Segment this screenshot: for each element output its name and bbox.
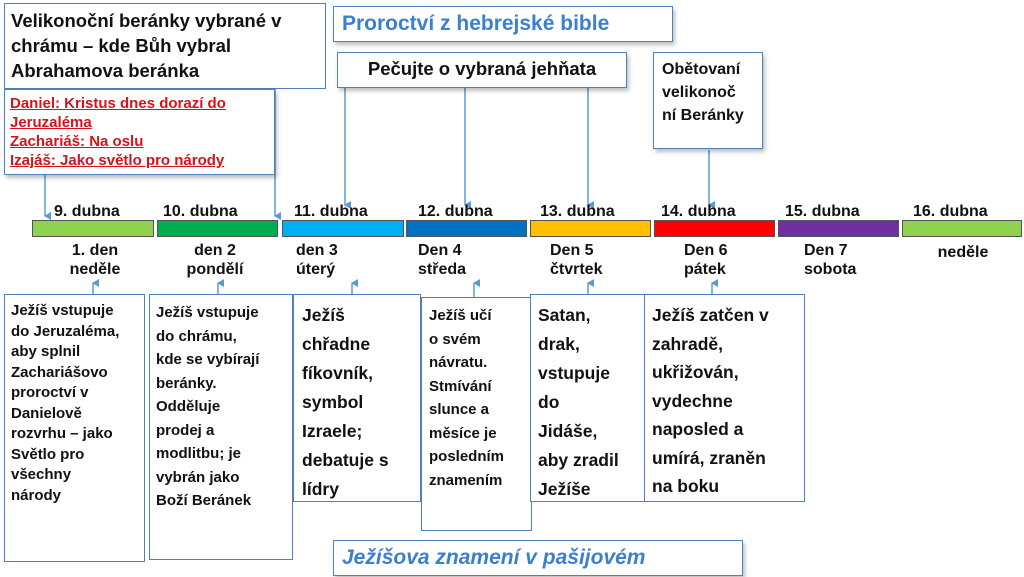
timeline-segment [282,220,404,237]
passover-lambs-box: Velikonoční beránky vybrané v chrámu – k… [4,3,326,89]
care-title-box: Pečujte o vybraná jehňata [337,52,627,88]
day-label: Den 7 sobota [804,242,857,278]
event-box-day4: Ježíš učí o svém návratu. Stmívání slunc… [421,297,532,531]
passover-lambs-line-3: Abrahamova beránka [11,60,200,81]
event-box-day2: Ježíš vstupuje do chrámu, kde se vybíraj… [149,294,293,560]
day-label: den 2 pondělí [186,242,244,278]
date-label: 11. dubna [294,203,368,220]
passover-lambs-line-2: chrámu – kde Bůh vybral [11,35,232,56]
timeline-segment [654,220,775,237]
day-label: den 3 úterý [296,242,338,278]
day-label: 1. den neděle [69,242,121,278]
passover-lambs-line-1: Velikonoční beránky vybrané v [11,10,282,31]
prophecy-title-box: Proroctví z hebrejské bible [333,6,673,42]
timeline-segment [902,220,1022,237]
timeline-segment [778,220,899,237]
event-text-day2: Ježíš vstupuje do chrámu, kde se vybíraj… [156,304,260,509]
event-text-day5: Satan, drak, vstupuje do Jidáše, aby zra… [538,305,619,499]
date-label: 14. dubna [661,203,736,220]
date-label: 12. dubna [418,203,493,220]
prophecy-daniel: Daniel: Kristus dnes dorazí do [10,95,226,112]
date-label: 9. dubna [54,203,120,220]
prophecy-daniel-cont: Jeruzaléma [10,114,92,131]
day-label: neděle [937,244,989,261]
prophecy-isaiah: Izajáš: Jako světlo pro národy [10,152,225,169]
day-label: Den 5 čtvrtek [550,242,603,278]
event-text-day4: Ježíš učí o svém návratu. Stmívání slunc… [429,307,505,489]
day-label: Den 6 pátek [684,242,728,278]
prophecy-zechariah: Zachariáš: Na oslu [10,133,144,150]
sacrifice-box: Obětovaní velikonoč ní Beránky [653,52,763,149]
signs-title: Ježíšova znamení v pašijovém [342,546,646,569]
prophecy-title: Proroctví z hebrejské bible [342,12,610,35]
timeline-segment [32,220,154,237]
event-box-day1: Ježíš vstupuje do Jeruzaléma, aby splnil… [4,294,145,562]
event-box-day3: Ježíš chřadne fíkovník, symbol Izraele; … [293,294,421,502]
date-label: 15. dubna [785,203,860,220]
care-title: Pečujte o vybraná jehňata [367,58,597,79]
date-label: 16. dubna [913,203,988,220]
prophecies-box: Daniel: Kristus dnes dorazí do Jeruzalém… [4,89,275,175]
day-label: Den 4 středa [418,242,467,278]
event-box-day6: Ježíš zatčen v zahradě, ukřižován, vydec… [644,294,805,502]
event-text-day3: Ježíš chřadne fíkovník, symbol Izraele; … [302,305,389,499]
event-text-day1: Ježíš vstupuje do Jeruzaléma, aby splnil… [11,302,120,504]
sacrifice-line-1: Obětovaní [662,61,741,78]
timeline-segment [530,220,651,237]
date-label: 13. dubna [540,203,615,220]
signs-title-box: Ježíšova znamení v pašijovém [333,540,743,576]
event-text-day6: Ježíš zatčen v zahradě, ukřižován, vydec… [652,305,769,496]
event-box-day5: Satan, drak, vstupuje do Jidáše, aby zra… [530,294,648,502]
timeline-segment [157,220,278,237]
sacrifice-line-3: ní Beránky [662,107,744,124]
sacrifice-line-2: velikonoč [662,84,736,101]
timeline-segment [406,220,527,237]
date-label: 10. dubna [163,203,238,220]
